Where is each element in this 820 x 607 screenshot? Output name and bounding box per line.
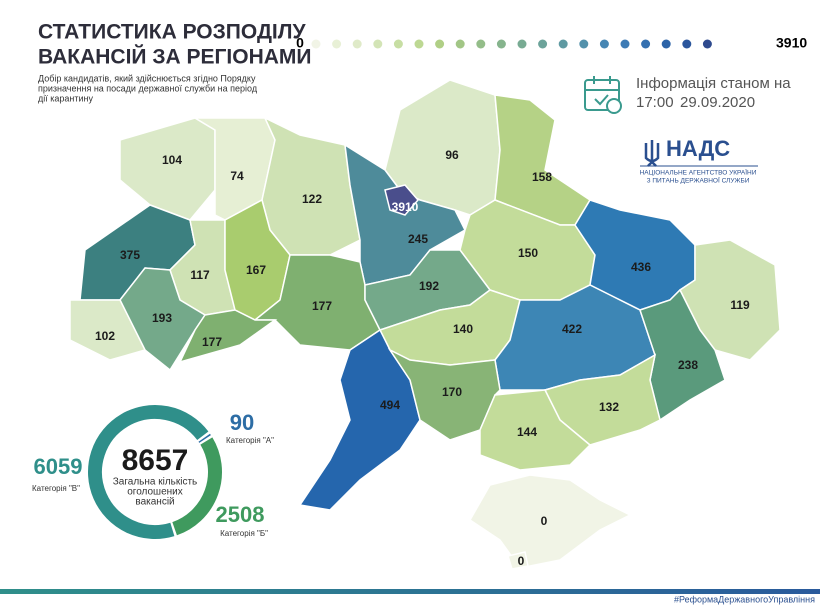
legend-swatch <box>620 39 630 49</box>
region <box>679 239 781 361</box>
region <box>178 309 278 364</box>
category-value: 6059 <box>34 454 83 479</box>
legend-swatch <box>599 39 609 49</box>
legend-swatch <box>538 39 548 49</box>
region-value: 96 <box>445 148 459 162</box>
category-label: Категорія "Б" <box>220 529 268 538</box>
region-value: 104 <box>162 153 182 167</box>
region-value: 245 <box>408 232 428 246</box>
legend-swatch <box>702 39 712 49</box>
region-value: 158 <box>532 170 552 184</box>
subtitle-line: призначення на посади державної служби н… <box>38 83 258 93</box>
footer-bar <box>0 589 820 594</box>
region-value: 140 <box>453 322 473 336</box>
legend-min: 0 <box>296 35 304 51</box>
legend-swatch <box>558 39 568 49</box>
donut-segment <box>172 437 222 536</box>
region-value: 238 <box>678 358 698 372</box>
category-label: Категорія "В" <box>32 484 80 493</box>
summary-donut <box>88 405 222 539</box>
region-value: 150 <box>518 246 538 260</box>
region <box>69 299 147 361</box>
legend: 0 3910 <box>296 35 807 51</box>
info-time: 17:00 <box>636 94 674 111</box>
logo-line: З ПИТАНЬ ДЕРЖАВНОЇ СЛУЖБИ <box>647 177 750 185</box>
subtitle-line: Добір кандидатів, який здійснюється згід… <box>38 73 256 83</box>
total-label: оголошених <box>127 487 183 498</box>
region-value: 192 <box>419 279 439 293</box>
category-label: Категорія "А" <box>226 436 274 445</box>
region <box>384 79 501 216</box>
region-value: 193 <box>152 311 172 325</box>
legend-swatch <box>435 39 445 49</box>
info-label: Інформація станом на <box>636 75 791 92</box>
region-value: 177 <box>202 335 222 349</box>
region-value: 167 <box>246 263 266 277</box>
legend-swatch <box>311 39 321 49</box>
footer-hashtag: #РеформаДержавногоУправління <box>674 594 815 604</box>
title-line: ВАКАНСІЙ ЗА РЕГІОНАМИ <box>38 45 312 69</box>
total-label: Загальна кількість <box>113 477 198 488</box>
region-value: 177 <box>312 299 332 313</box>
legend-max: 3910 <box>776 35 807 51</box>
legend-swatch <box>579 39 589 49</box>
region-value: 0 <box>541 514 548 528</box>
legend-swatch <box>682 39 692 49</box>
legend-swatch <box>476 39 486 49</box>
category-value: 2508 <box>216 502 265 527</box>
region <box>479 389 592 471</box>
region-value: 119 <box>730 298 750 312</box>
map: 104 74 122 96 158 375 117 167 245 150 436 119 193 177… <box>69 79 781 570</box>
calendar-icon <box>584 76 622 114</box>
region-value: 132 <box>599 400 619 414</box>
region-value: 74 <box>230 169 244 183</box>
title-line: СТАТИСТИКА РОЗПОДІЛУ <box>38 21 306 44</box>
donut-segment <box>88 405 209 539</box>
legend-swatch <box>641 39 651 49</box>
region-value: 117 <box>190 268 210 282</box>
legend-swatch <box>373 39 383 49</box>
legend-swatch <box>517 39 527 49</box>
legend-swatch <box>661 39 671 49</box>
region-value: 102 <box>95 329 115 343</box>
logo-name: НАДС <box>666 136 730 161</box>
region-value: 170 <box>442 385 462 399</box>
region-value: 422 <box>562 322 582 336</box>
region <box>261 116 361 256</box>
region-value: 0 <box>518 554 525 568</box>
region-value: 494 <box>380 398 400 412</box>
total-value: 8657 <box>122 444 189 477</box>
legend-swatch <box>496 39 506 49</box>
region-value: 375 <box>120 248 140 262</box>
legend-swatch <box>393 39 403 49</box>
region-value: 3910 <box>392 200 419 214</box>
trident-logo <box>644 140 660 167</box>
category-value: 90 <box>230 410 254 435</box>
donut-segment <box>198 433 211 443</box>
legend-swatch <box>352 39 362 49</box>
region-value: 122 <box>302 192 322 206</box>
region <box>469 474 632 569</box>
region <box>119 117 216 221</box>
info-date: 29.09.2020 <box>680 94 755 111</box>
logo-line: НАЦІОНАЛЬНЕ АГЕНТСТВО УКРАЇНИ <box>640 169 757 177</box>
total-label: вакансій <box>135 497 174 508</box>
region-value: 144 <box>517 425 537 439</box>
region-value: 436 <box>631 260 651 274</box>
subtitle-line: дії карантину <box>38 93 93 103</box>
legend-swatch <box>414 39 424 49</box>
region <box>384 184 419 216</box>
legend-swatch <box>455 39 465 49</box>
region <box>507 551 529 570</box>
legend-swatch <box>332 39 342 49</box>
